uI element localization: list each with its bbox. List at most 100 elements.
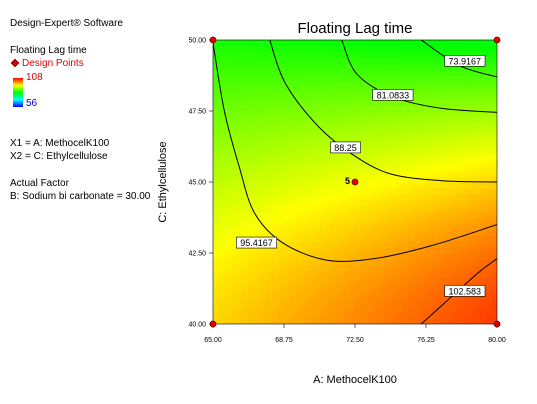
surface-cell [372, 300, 380, 307]
surface-cell [331, 258, 338, 266]
surface-cell [331, 288, 338, 296]
surface-cell [248, 51, 256, 59]
surface-cell [319, 276, 327, 284]
surface-cell [230, 282, 238, 290]
surface-cell [284, 241, 291, 248]
surface-cell [455, 223, 463, 230]
surface-cell [224, 235, 232, 242]
surface-cell [426, 57, 433, 65]
surface-cell [295, 152, 303, 159]
surface-cell [236, 63, 244, 71]
surface-cell [295, 128, 303, 136]
surface-cell [360, 235, 368, 242]
surface-cell [443, 187, 451, 195]
surface-cell [366, 146, 374, 154]
surface-cell [461, 241, 469, 248]
surface-cell [248, 152, 256, 159]
surface-cell [325, 318, 332, 324]
surface-cell [449, 170, 457, 177]
surface-cell [426, 318, 433, 324]
surface-cell [278, 105, 285, 112]
surface-cell [254, 282, 261, 290]
surface-cell [396, 211, 403, 219]
surface-cell [248, 270, 256, 278]
surface-cell [260, 282, 267, 290]
surface-cell [420, 164, 427, 171]
x-tick-label: 76.25 [417, 337, 435, 344]
surface-cell [473, 253, 480, 260]
surface-cell [485, 128, 492, 136]
surface-cell [248, 116, 256, 124]
surface-cell [485, 81, 492, 88]
surface-cell [266, 93, 273, 100]
surface-cell [467, 87, 474, 94]
surface-cell [396, 187, 403, 195]
surface-cell [236, 187, 244, 195]
surface-cell [213, 205, 220, 213]
surface-cell [213, 176, 220, 183]
surface-cell [224, 111, 232, 118]
surface-cell [455, 170, 463, 177]
surface-cell [295, 75, 303, 83]
surface-cell [443, 182, 451, 189]
surface-cell [218, 193, 226, 201]
surface-cell [485, 182, 492, 189]
surface-cell [378, 229, 386, 236]
x-axis-label: A: MethocelK100 [313, 374, 397, 386]
surface-cell [396, 164, 403, 171]
surface-cell [372, 247, 380, 254]
surface-cell [337, 229, 344, 236]
surface-cell [443, 217, 451, 225]
surface-cell [272, 170, 279, 177]
surface-cell [431, 128, 439, 136]
surface-cell [343, 235, 350, 242]
surface-cell [372, 128, 380, 136]
surface-cell [455, 229, 463, 236]
surface-cell [248, 75, 256, 83]
surface-cell [349, 247, 356, 254]
surface-cell [402, 63, 409, 71]
surface-cell [449, 99, 457, 106]
surface-cell [284, 93, 291, 100]
surface-cell [437, 134, 445, 142]
surface-cell [278, 187, 285, 195]
surface-cell [473, 75, 480, 83]
surface-cell [242, 247, 250, 254]
surface-cell [260, 229, 267, 236]
surface-cell [307, 276, 315, 284]
surface-cell [467, 170, 474, 177]
surface-cell [461, 193, 469, 201]
surface-cell [337, 75, 344, 83]
surface-cell [307, 69, 315, 77]
surface-cell [289, 111, 297, 118]
surface-cell [437, 312, 445, 319]
surface-cell [396, 270, 403, 278]
surface-cell [242, 105, 250, 112]
surface-cell [473, 128, 480, 136]
surface-cell [248, 312, 256, 319]
surface-cell [378, 199, 386, 207]
surface-cell [272, 182, 279, 189]
surface-cell [473, 223, 480, 230]
surface-cell [343, 170, 350, 177]
surface-cell [343, 205, 350, 213]
surface-cell [402, 312, 409, 319]
surface-cell [420, 87, 427, 94]
surface-cell [473, 140, 480, 148]
surface-cell [218, 170, 226, 177]
surface-cell [414, 116, 421, 124]
surface-cell [402, 128, 409, 136]
surface-cell [343, 134, 350, 142]
surface-cell [254, 288, 261, 296]
surface-cell [343, 111, 350, 118]
surface-cell [491, 276, 497, 284]
surface-cell [355, 134, 362, 142]
surface-cell [278, 182, 285, 189]
surface-cell [331, 40, 338, 47]
surface-cell [420, 69, 427, 77]
surface-cell [295, 81, 303, 88]
surface-cell [284, 69, 291, 77]
surface-cell [491, 312, 497, 319]
surface-cell [289, 116, 297, 124]
surface-cell [449, 187, 457, 195]
